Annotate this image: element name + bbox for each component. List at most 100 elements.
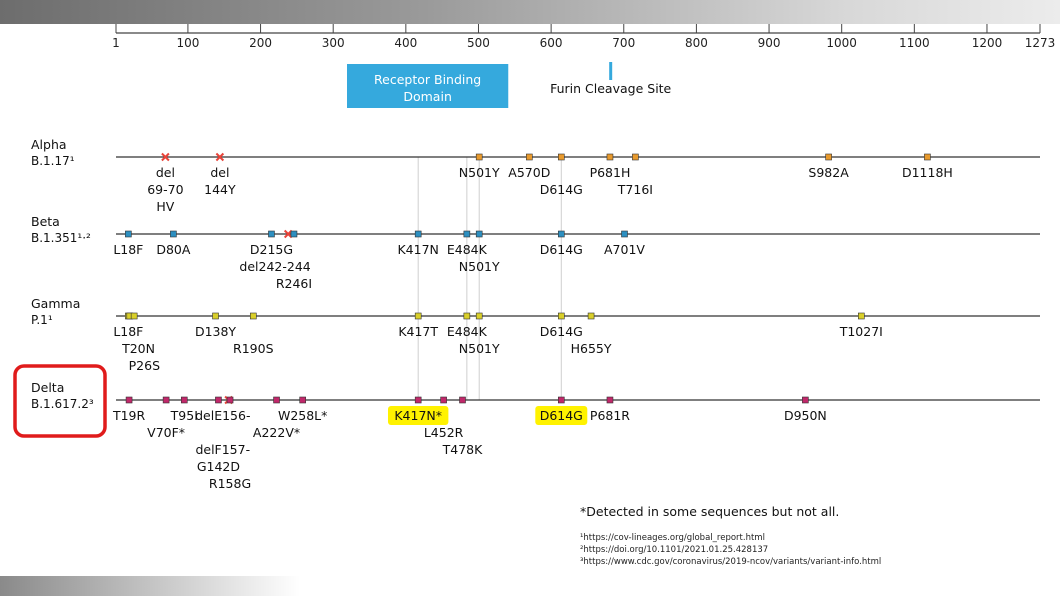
mutation-label: 69-70 — [147, 182, 183, 197]
mutation-label: D614G — [540, 324, 583, 339]
variant-lineage: B.1.617.2³ — [31, 397, 94, 411]
mutation-label: P26S — [129, 358, 160, 373]
mutation-label: delF157- — [195, 442, 250, 457]
reference-footnote: ²https://doi.org/10.1101/2021.01.25.4281… — [580, 545, 768, 555]
mutation-label: W258L* — [278, 408, 327, 423]
mutation-marker — [440, 396, 447, 404]
mutation-label: A701V — [604, 242, 645, 257]
mutation-label: R158G — [209, 476, 251, 491]
mutation-label: T19R — [112, 408, 146, 423]
mutation-marker — [475, 312, 483, 320]
mutation-label: T478K — [442, 442, 483, 457]
variant-lineage: P.1¹ — [31, 313, 53, 327]
mutation-highlight — [387, 406, 449, 425]
mutation-marker — [273, 396, 280, 404]
mutation-label: N501Y — [459, 341, 500, 356]
mutation-marker — [170, 230, 177, 238]
axis-tick-label: 1200 — [972, 36, 1003, 50]
mutation-label: L18F — [113, 242, 143, 257]
mutation-label: D614G — [540, 408, 583, 423]
mutation-marker — [632, 153, 639, 161]
mutation-label: A222V* — [253, 425, 300, 440]
mutation-marker — [459, 396, 466, 404]
axis-tick-label: 1100 — [899, 36, 930, 50]
mutation-highlight — [535, 406, 588, 425]
mutation-marker — [290, 230, 298, 238]
deletion-marker — [161, 152, 170, 162]
receptor-binding-domain-box — [347, 64, 509, 108]
mutation-marker — [621, 230, 628, 238]
mutation-label: K417N — [397, 242, 438, 257]
mutation-marker — [215, 396, 222, 404]
mutation-label: S982A — [808, 165, 849, 180]
mutation-marker — [557, 396, 565, 404]
variant-name: Alpha — [31, 137, 67, 152]
mutation-label: E484K — [447, 324, 488, 339]
variant-name: Delta — [31, 380, 64, 395]
mutation-label: G142D — [197, 459, 240, 474]
mutation-marker — [825, 153, 832, 161]
mutation-marker — [557, 230, 565, 238]
axis-tick-label: 200 — [249, 36, 272, 50]
mutation-marker — [249, 312, 257, 320]
mutation-label: P681H — [590, 165, 631, 180]
mutation-marker — [180, 396, 188, 404]
mutation-marker — [802, 396, 809, 404]
furin-site-label: Furin Cleavage Site — [550, 81, 671, 96]
mutation-marker — [924, 153, 931, 161]
axis-tick-label: 1 — [112, 36, 120, 50]
mutation-label: D215G — [250, 242, 293, 257]
mutation-label: T95I — [170, 408, 198, 423]
axis-tick-label: 800 — [685, 36, 708, 50]
mutation-marker — [606, 153, 614, 161]
mutation-marker — [475, 230, 483, 238]
mutation-marker — [587, 312, 595, 320]
mutation-marker — [268, 230, 275, 238]
variant-name: Beta — [31, 214, 60, 229]
axis-tick-label: 1000 — [826, 36, 857, 50]
mutation-label: K417T — [398, 324, 438, 339]
mutation-label: D80A — [156, 242, 191, 257]
mutation-label: E484K — [447, 242, 488, 257]
axis-tick-label: 100 — [176, 36, 199, 50]
mutation-label: HV — [156, 199, 174, 214]
mutation-marker — [463, 230, 471, 238]
delta-callout-box — [13, 364, 107, 438]
mutation-marker — [557, 153, 565, 161]
mutation-label: L18F — [113, 324, 143, 339]
mutation-marker — [162, 396, 170, 404]
mutation-label: D950N — [784, 408, 827, 423]
reference-footnote: ³https://www.cdc.gov/coronavirus/2019-nc… — [580, 557, 881, 567]
mutation-label: D138Y — [195, 324, 236, 339]
variant-name: Gamma — [31, 296, 80, 311]
mutation-label: A570D — [508, 165, 550, 180]
axis-tick-label: 600 — [540, 36, 563, 50]
mutation-label: R190S — [233, 341, 274, 356]
mutation-marker — [557, 312, 565, 320]
reference-footnote: ¹https://cov-lineages.org/global_report.… — [580, 533, 765, 543]
axis-tick-label: 500 — [467, 36, 490, 50]
mutation-marker — [125, 396, 133, 404]
mutation-label: del — [210, 165, 229, 180]
deletion-marker — [283, 229, 293, 239]
mutation-label: 144Y — [204, 182, 236, 197]
variant-lineage: B.1.17¹ — [31, 154, 75, 168]
mutation-marker — [130, 312, 138, 320]
mutation-label: N501Y — [459, 259, 500, 274]
mutation-marker — [414, 230, 422, 238]
axis-tick-label: 900 — [758, 36, 781, 50]
mutation-label: D1118H — [902, 165, 953, 180]
axis-tick-label: 300 — [322, 36, 345, 50]
mutation-marker — [212, 312, 219, 320]
axis-tick-label: 400 — [394, 36, 417, 50]
mutation-label: delE156- — [195, 408, 250, 423]
mutation-label: R246I — [276, 276, 312, 291]
mutation-label: K417N* — [394, 408, 442, 423]
rbd-label-line1: Receptor Binding — [374, 72, 481, 87]
mutation-marker — [858, 312, 865, 320]
detected-footnote: *Detected in some sequences but not all. — [580, 504, 839, 519]
mutation-marker — [414, 396, 422, 404]
mutation-label: H655Y — [571, 341, 612, 356]
mutation-label: N501Y — [459, 165, 500, 180]
